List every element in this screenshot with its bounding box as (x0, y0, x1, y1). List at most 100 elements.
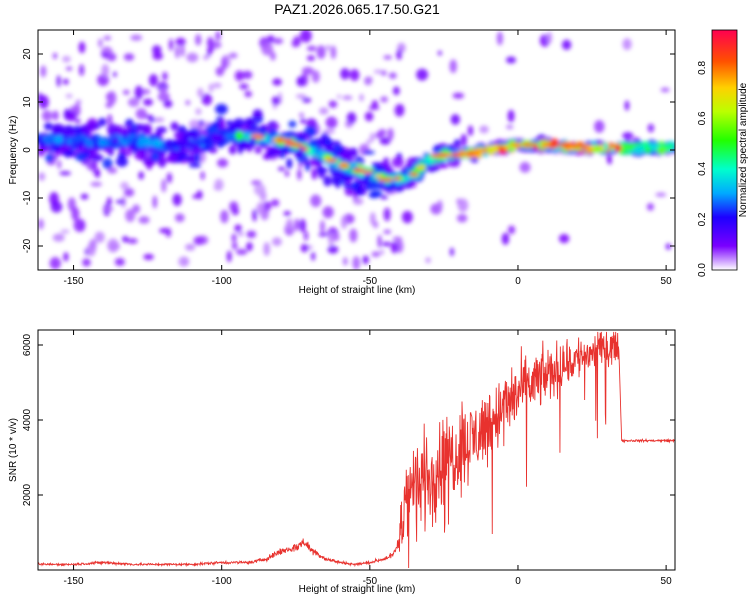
spectrogram-cell (296, 131, 309, 137)
spectrogram-cell (231, 233, 237, 243)
spectrogram-cell (60, 229, 70, 234)
spectrogram-cell (107, 167, 118, 174)
spectrogram-cell (331, 177, 339, 185)
spectrogram-cell (452, 92, 465, 99)
spectrogram-cell (622, 132, 634, 140)
figure-title: PAZ1.2026.065.17.50.G21 (274, 1, 440, 17)
spectrogram-cell (332, 170, 338, 180)
spectrogram-cell (298, 112, 305, 118)
spectrogram-cell (298, 162, 303, 169)
spectrogram-cell (393, 176, 402, 181)
spectrogram-cell (168, 38, 174, 51)
spectrogram-cell (39, 147, 49, 153)
spectrogram-cell (151, 151, 159, 161)
snr-x-label: Height of straight line (km) (299, 584, 416, 595)
spectrogram-cell (45, 153, 54, 163)
spectrogram-cell (262, 153, 272, 160)
spectrogram-cell (316, 150, 324, 158)
spectrogram-cell (115, 199, 126, 204)
spectrogram-cell (178, 256, 190, 267)
spectrogram-cell (200, 171, 205, 180)
snr-x-tick-label: -150 (64, 576, 84, 587)
snr-y-ticks: 2000 4000 6000 (22, 333, 675, 506)
spectrogram-cell (153, 117, 165, 122)
spectrogram-cell (345, 148, 359, 158)
spectrogram-cell (59, 145, 73, 151)
spectrogram-cell (323, 128, 335, 135)
spectrogram-cell (155, 126, 167, 134)
spectrogram-cell (79, 64, 85, 76)
spectrogram-cell (297, 168, 302, 181)
spectrogram-cell (107, 238, 119, 253)
spectrogram-cell (252, 109, 263, 119)
spectrogram-cell (325, 44, 331, 51)
spectrogram-cell (614, 144, 622, 152)
colorbar-label: Normalized spectral amplitude (738, 82, 749, 217)
spectrogram-cell (401, 210, 413, 224)
spectrogram-cell (294, 218, 300, 232)
spectrogram-cell (180, 44, 185, 57)
spectrogram-cell (174, 213, 185, 223)
spectrogram-cell (349, 228, 358, 243)
spectrogram-cell (100, 46, 113, 60)
snr-x-tick-label: -100 (212, 576, 232, 587)
spectrogram-cell (288, 120, 297, 128)
spectrogram-cell (391, 156, 404, 168)
spectrogram-cell (224, 132, 237, 138)
spectrogram-cell (143, 253, 154, 260)
spectrogram-cell (303, 230, 309, 241)
spectrogram-cell (314, 195, 320, 206)
spectrogram-x-ticks: -150 -100 -50 0 50 (64, 30, 672, 287)
spectrogram-cell (94, 231, 105, 243)
spectrogram-y-tick-label: -10 (22, 190, 33, 205)
spectrogram-cell (284, 170, 290, 177)
spectrogram-cell (368, 105, 380, 110)
spectrogram-cell (282, 139, 292, 143)
spectrogram-cell (594, 120, 605, 133)
spectrogram-cell (152, 195, 158, 209)
spectrogram-cell (306, 55, 316, 61)
spectrogram-cell (378, 129, 387, 136)
spectrogram-cell (607, 155, 612, 165)
snr-y-tick-label: 6000 (22, 333, 33, 356)
spectrogram-cell (130, 34, 143, 41)
spectrogram-cell (43, 135, 55, 145)
spectrogram-cell (382, 241, 392, 247)
spectrogram-cell (300, 30, 312, 43)
spectrogram-cell (277, 166, 286, 171)
spectrogram-cell (143, 141, 156, 147)
spectrogram-cell (665, 243, 672, 250)
spectrogram-cell (286, 218, 294, 230)
snr-x-tick-label: -50 (363, 576, 378, 587)
colorbar-tick-label: 0.6 (697, 111, 708, 125)
spectrogram-cell (373, 221, 379, 229)
spectrogram-cell (127, 97, 140, 108)
spectrogram-cell (188, 119, 201, 130)
spectrogram-cell (256, 202, 266, 215)
spectrogram-cell (231, 242, 238, 250)
snr-x-tick-label: 50 (661, 576, 673, 587)
spectrogram-cell (192, 194, 198, 199)
spectrogram-cell (68, 149, 75, 157)
spectrogram-cell (101, 52, 110, 57)
spectrogram-cell (425, 257, 431, 264)
spectrogram-cell (194, 152, 201, 164)
spectrogram-cell (270, 199, 280, 207)
spectrogram-cell (244, 90, 253, 98)
spectrogram-cell (362, 255, 369, 265)
spectrogram-cell (472, 149, 480, 158)
spectrogram-cell (402, 174, 412, 181)
spectrogram-cell (152, 45, 162, 55)
spectrogram-cell (138, 171, 144, 180)
spectrogram-cell (326, 159, 338, 163)
snr-y-label: SNR (10 * v/v) (8, 418, 19, 482)
spectrogram-cell (234, 224, 242, 233)
spectrogram-cell (52, 53, 58, 59)
snr-x-ticks: -150 -100 -50 0 50 (64, 330, 673, 587)
spectrogram-cell (215, 31, 221, 41)
spectrogram-cell (87, 242, 96, 257)
colorbar-tick-label: 0.0 (697, 263, 708, 277)
spectrogram-cell (359, 93, 364, 102)
spectrogram-cell (233, 118, 246, 129)
spectrogram-cell (437, 153, 449, 157)
